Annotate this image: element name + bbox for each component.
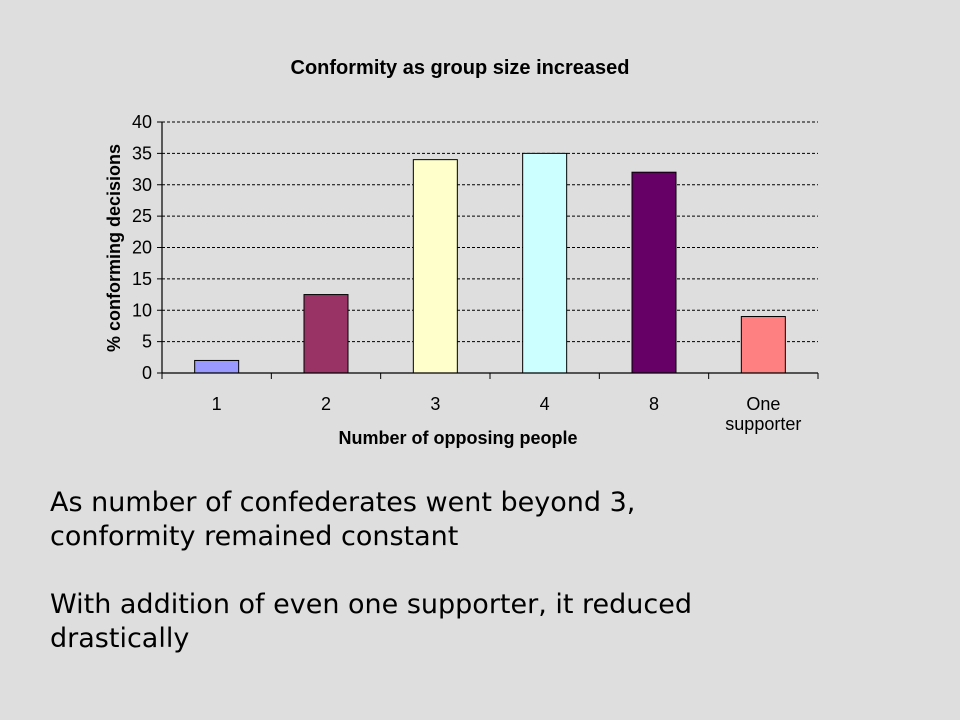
- x-tick-label: supporter: [725, 414, 801, 434]
- note-line-2: conformity remained constant: [50, 521, 459, 552]
- bar-5: [631, 171, 677, 374]
- y-tick-label: 5: [142, 332, 152, 352]
- y-tick-labels: 0 5 10 15 20 25 30 35 40: [132, 112, 152, 383]
- note-line-4: drastically: [50, 623, 190, 654]
- summary-notes: As number of confederates went beyond 3,…: [50, 486, 930, 656]
- y-tick-label: 30: [132, 175, 152, 195]
- y-tick-label: 35: [132, 143, 152, 163]
- x-tick-label: 3: [430, 394, 440, 414]
- x-tick-label: 4: [540, 394, 550, 414]
- bar-2: [303, 294, 349, 374]
- note-line-3: With addition of even one supporter, it …: [50, 589, 693, 620]
- gridlines: [162, 121, 818, 343]
- chart-title: Conformity as group size increased: [291, 57, 630, 79]
- y-axis-label: % conforming decisions: [104, 144, 124, 352]
- y-tick-label: 25: [132, 206, 152, 226]
- bars: [194, 152, 786, 374]
- note-line-1: As number of confederates went beyond 3,: [50, 487, 636, 518]
- y-tick-label: 10: [132, 300, 152, 320]
- x-tick-label: 2: [321, 394, 331, 414]
- y-tick-label: 20: [132, 238, 152, 258]
- y-tick-label: 40: [132, 112, 152, 132]
- bar-4: [522, 152, 568, 374]
- x-tick-label: One: [746, 394, 780, 414]
- bar-1: [194, 359, 240, 374]
- note-spacer: [50, 554, 930, 588]
- x-axis-label: Number of opposing people: [339, 428, 578, 448]
- x-tick-label: 1: [212, 394, 222, 414]
- axes: [157, 121, 819, 379]
- bar-6: [740, 316, 786, 374]
- x-tick-label: 8: [649, 394, 659, 414]
- bar-3: [412, 159, 458, 374]
- y-tick-label: 0: [142, 363, 152, 383]
- bar-chart: Conformity as group size increased 0 5 10 1…: [104, 57, 819, 448]
- y-tick-label: 15: [132, 269, 152, 289]
